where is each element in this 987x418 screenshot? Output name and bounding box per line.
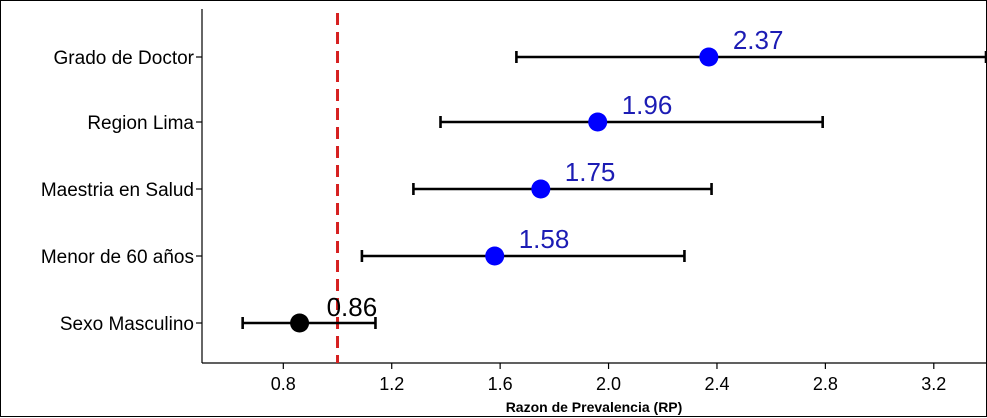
y-tick-label: Region Lima	[87, 113, 194, 134]
estimate-point	[290, 313, 310, 333]
y-tick-label: Sexo Masculino	[60, 314, 194, 335]
estimate-label: 1.58	[519, 224, 570, 254]
forest-row: Menor de 60 años 1.58	[41, 224, 686, 268]
x-tick-label: 2.8	[813, 374, 838, 394]
forest-row: Sexo Masculino 0.86	[60, 292, 377, 335]
estimate-label: 1.96	[622, 90, 673, 120]
x-tick-label: 3.2	[921, 374, 946, 394]
forest-row: Region Lima 1.96	[87, 90, 824, 134]
axes	[201, 9, 987, 364]
x-tick-label: 1.6	[488, 374, 513, 394]
estimate-point	[699, 47, 719, 67]
forest-row: Grado de Doctor 2.37	[54, 25, 987, 69]
x-ticks: 0.8 1.2 1.6 2.0 2.4 2.8 3.2	[271, 363, 946, 394]
x-tick-label: 2.0	[596, 374, 621, 394]
forest-row: Maestria en Salud 1.75	[41, 157, 713, 201]
y-tick-label: Menor de 60 años	[41, 247, 194, 268]
estimate-point	[485, 246, 505, 266]
estimate-label: 2.37	[733, 25, 784, 55]
data-rows: Grado de Doctor 2.37 Region Lima 1.96 Maestr…	[41, 25, 987, 335]
estimate-label: 0.86	[327, 292, 378, 322]
estimate-point	[531, 179, 551, 199]
y-tick-label: Grado de Doctor	[54, 48, 195, 69]
estimate-point	[588, 112, 608, 132]
x-tick-label: 2.4	[704, 374, 729, 394]
x-tick-label: 1.2	[379, 374, 404, 394]
y-tick-label: Maestria en Salud	[41, 180, 194, 201]
x-axis-label: Razon de Prevalencia (RP)	[506, 399, 683, 415]
estimate-label: 1.75	[565, 157, 616, 187]
x-tick-label: 0.8	[271, 374, 296, 394]
